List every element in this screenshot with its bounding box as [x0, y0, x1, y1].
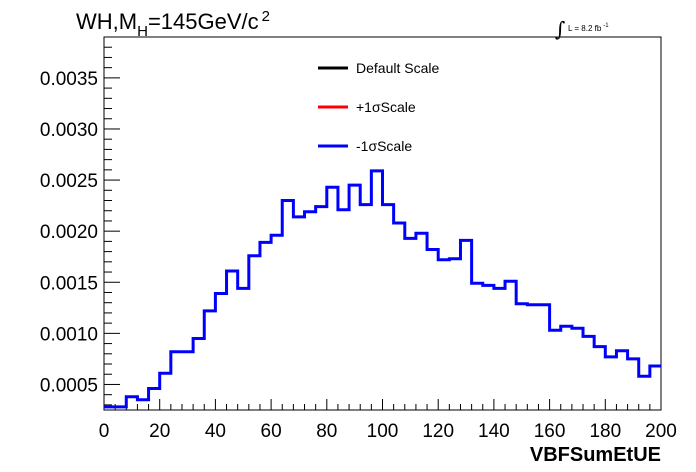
luminosity-exponent: -1	[603, 23, 609, 29]
legend-label: +1σScale	[356, 99, 416, 115]
x-axis: 0 20 40 60 80 100 120 140 160 180 200	[99, 399, 677, 442]
x-tick-label: 180	[589, 421, 621, 442]
y-tick-label: 0.0030	[40, 120, 98, 141]
luminosity-label: ∫ L = 8.2 fb -1	[555, 17, 609, 41]
integral-sign: ∫	[555, 17, 565, 41]
y-tick-label: 0.0035	[40, 69, 98, 90]
x-tick-label: 40	[205, 421, 226, 442]
plot-frame	[103, 36, 662, 411]
x-axis-label: VBFSumEtUE	[530, 444, 661, 466]
legend: Default Scale +1σScale -1σScale	[318, 60, 439, 154]
x-tick-label: 200	[645, 421, 677, 442]
y-tick-label: 0.0005	[40, 375, 98, 396]
legend-label: -1σScale	[356, 138, 412, 154]
x-tick-label: 100	[367, 421, 399, 442]
luminosity-text: L = 8.2 fb	[568, 24, 602, 33]
x-tick-label: 120	[422, 421, 454, 442]
x-tick-label: 20	[149, 421, 170, 442]
legend-label: Default Scale	[356, 60, 439, 76]
svg-text:L = 8.2 fb-1: L = 8.2 fb -1	[568, 23, 609, 33]
y-tick-label: 0.0020	[40, 222, 98, 243]
chart-title: WH,MH=145GeV/c 2	[76, 8, 270, 40]
y-tick-label: 0.0015	[40, 273, 98, 294]
x-tick-label: 140	[478, 421, 510, 442]
y-tick-label: 0.0010	[40, 324, 98, 345]
y-axis: 0.0005 0.0010 0.0015 0.0020 0.0025 0.0030 0.00…	[40, 36, 120, 406]
x-tick-label: 60	[261, 421, 282, 442]
y-tick-label: 0.0025	[40, 171, 98, 192]
x-tick-label: 80	[316, 421, 337, 442]
series-layer	[104, 169, 661, 409]
series-line	[104, 169, 661, 409]
x-tick-label: 0	[99, 421, 110, 442]
x-tick-label: 160	[534, 421, 566, 442]
